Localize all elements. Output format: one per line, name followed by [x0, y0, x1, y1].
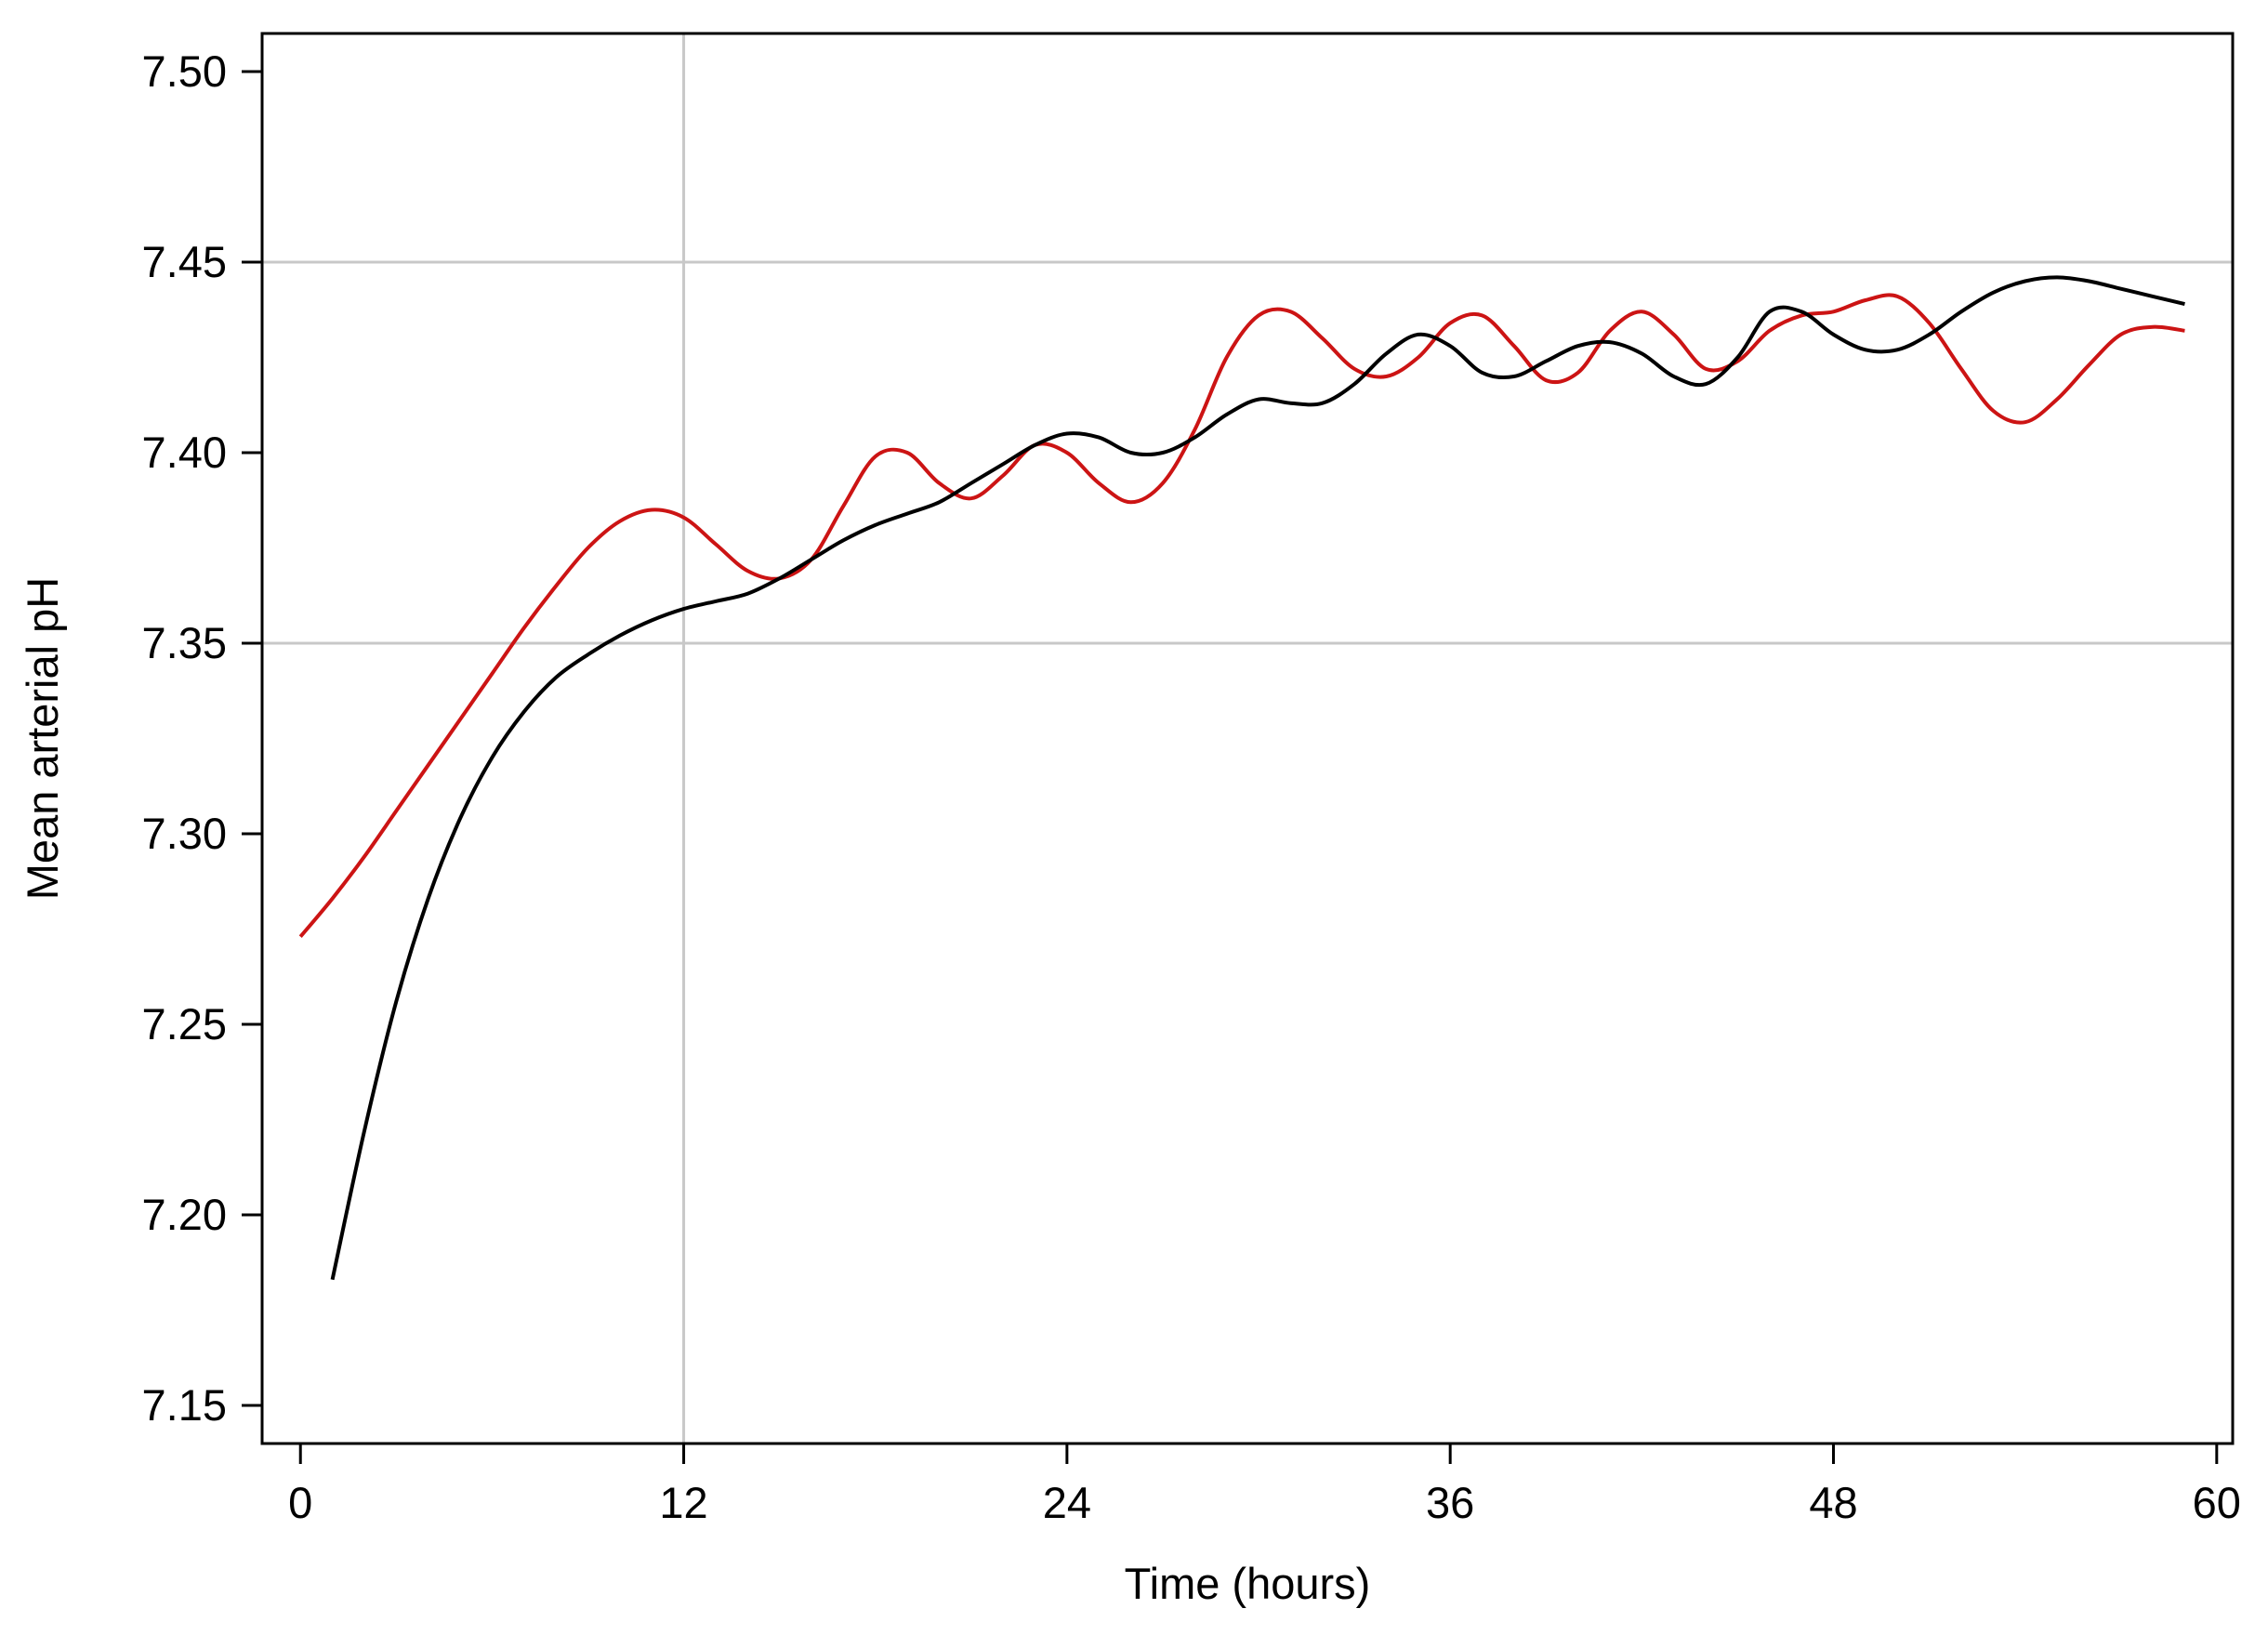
plot-frame	[260, 32, 2235, 1445]
x-tick-label: 60	[2193, 1478, 2241, 1527]
series-line-1	[298, 293, 2185, 938]
series-layer	[298, 275, 2185, 1281]
y-tick-label: 7.45	[142, 237, 227, 286]
x-tick-label: 12	[659, 1478, 707, 1527]
series-line-2	[330, 275, 2185, 1281]
y-tick-label: 7.25	[142, 999, 227, 1048]
y-tick-label: 7.15	[142, 1380, 227, 1430]
y-tick-label: 7.35	[142, 618, 227, 667]
x-tick-label: 36	[1426, 1478, 1474, 1527]
y-axis: 7.15 7.20 7.25 7.30 7.35 7.40 7.45 7.50	[142, 46, 262, 1430]
x-axis: 0 12 24 36 48 60	[288, 1444, 2241, 1527]
x-tick-label: 48	[1809, 1478, 1857, 1527]
x-tick-label: 24	[1043, 1478, 1091, 1527]
x-axis-title: Time (hours)	[1125, 1559, 1371, 1608]
y-axis-title: Mean arterial pH	[18, 577, 67, 900]
x-tick-label: 0	[288, 1478, 312, 1527]
reference-lines	[262, 33, 2233, 1444]
y-tick-label: 7.40	[142, 428, 227, 477]
y-tick-label: 7.20	[142, 1190, 227, 1239]
y-tick-label: 7.30	[142, 809, 227, 858]
y-tick-label: 7.50	[142, 46, 227, 96]
